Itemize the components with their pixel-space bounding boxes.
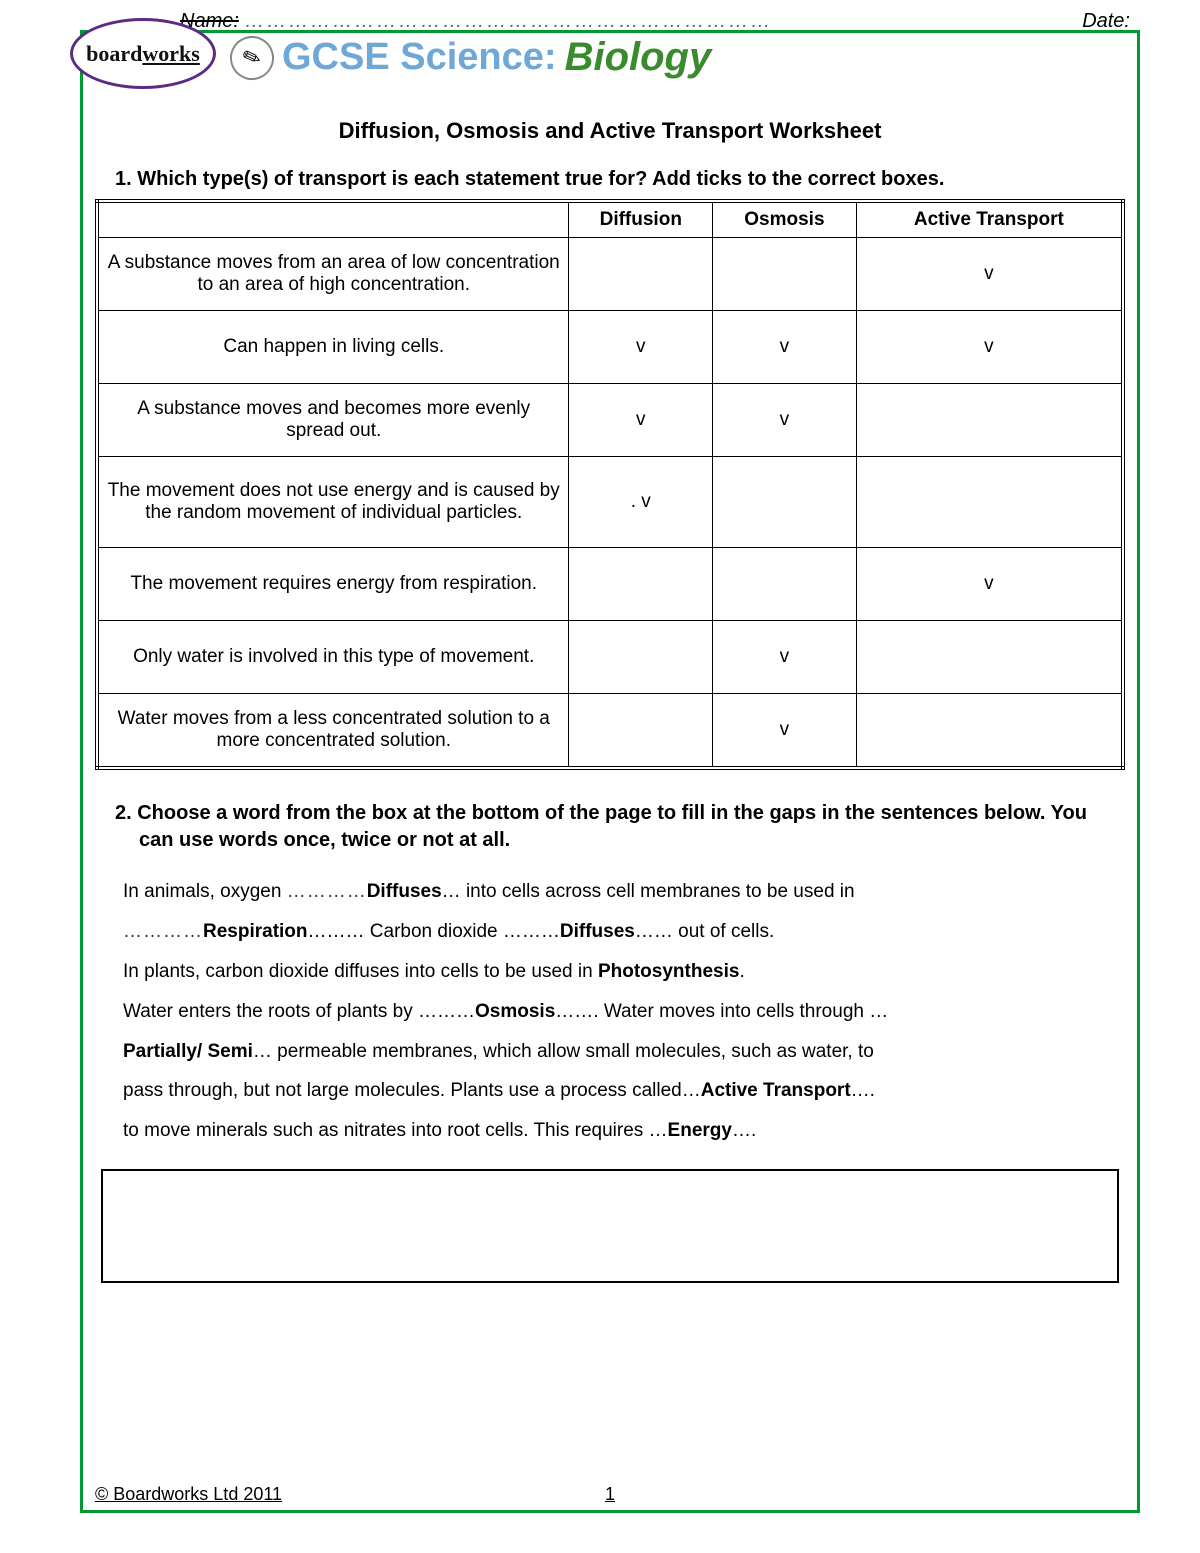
tick-cell[interactable]: v	[569, 384, 713, 457]
tick-cell[interactable]	[713, 238, 857, 311]
logo-text-b: works	[142, 41, 199, 66]
q2-section: 2. Choose a word from the box at the bot…	[95, 800, 1125, 1283]
word-bank-box	[101, 1169, 1119, 1283]
tick-cell[interactable]	[856, 384, 1123, 457]
answer-word: Active Transport	[701, 1080, 851, 1101]
text: … permeable membranes, which allow small…	[253, 1041, 874, 1062]
col-active: Active Transport	[856, 201, 1123, 238]
stmt: The movement requires energy from respir…	[97, 548, 569, 621]
table-row: Can happen in living cells. v v v	[97, 311, 1123, 384]
tick-cell[interactable]: v	[856, 311, 1123, 384]
table-row: A substance moves from an area of low co…	[97, 238, 1123, 311]
title-banner: ✎ GCSE Science: Biology	[230, 35, 711, 80]
text: ……… Carbon dioxide ………	[308, 921, 560, 942]
text: In animals, oxygen	[123, 881, 287, 902]
date-label: Date:	[1082, 10, 1130, 33]
q1-table: Diffusion Osmosis Active Transport A sub…	[95, 199, 1125, 770]
tick-cell[interactable]: v	[713, 311, 857, 384]
page-number: 1	[605, 1484, 615, 1505]
text: ……. Water moves into cells through …	[555, 1001, 888, 1022]
boardworks-logo: boardworks	[70, 18, 210, 88]
tick-cell[interactable]: v	[856, 238, 1123, 311]
answer-word: Diffuses	[367, 881, 442, 902]
name-dots: ………………………………………………………………	[244, 10, 772, 32]
col-blank	[97, 201, 569, 238]
tick-cell[interactable]	[569, 694, 713, 769]
tick-cell[interactable]	[569, 548, 713, 621]
tick-cell[interactable]	[569, 238, 713, 311]
q2-prompt: 2. Choose a word from the box at the bot…	[115, 800, 1125, 854]
tick-cell[interactable]: v	[569, 311, 713, 384]
tick-cell[interactable]: v	[856, 548, 1123, 621]
name-field: Name: ………………………………………………………………	[180, 10, 772, 33]
tick-cell[interactable]: . v	[569, 457, 713, 548]
text: to move minerals such as nitrates into r…	[123, 1120, 668, 1141]
text: pass through, but not large molecules. P…	[123, 1080, 701, 1101]
table-row: The movement does not use energy and is …	[97, 457, 1123, 548]
stmt: A substance moves from an area of low co…	[97, 238, 569, 311]
text: Water enters the roots of plants by ………	[123, 1001, 475, 1022]
tick-cell[interactable]	[569, 621, 713, 694]
tick-cell[interactable]: v	[713, 384, 857, 457]
answer-word: Partially/ Semi	[123, 1041, 253, 1062]
answer-word: Photosynthesis	[598, 961, 739, 982]
table-header-row: Diffusion Osmosis Active Transport	[97, 201, 1123, 238]
col-diffusion: Diffusion	[569, 201, 713, 238]
q1-prompt: 1. Which type(s) of transport is each st…	[115, 166, 1125, 193]
tick-cell[interactable]: v	[713, 621, 857, 694]
content-area: Diffusion, Osmosis and Active Transport …	[95, 110, 1125, 1283]
biology-text: Biology	[565, 35, 712, 80]
tick-cell[interactable]	[713, 457, 857, 548]
tick-cell[interactable]	[856, 694, 1123, 769]
text: ….	[732, 1120, 756, 1141]
table-row: A substance moves and becomes more evenl…	[97, 384, 1123, 457]
text: In plants, carbon dioxide diffuses into …	[123, 961, 598, 982]
text: …… out of cells.	[635, 921, 774, 942]
answer-word: Respiration	[203, 921, 308, 942]
stmt: Can happen in living cells.	[97, 311, 569, 384]
table-row: Only water is involved in this type of m…	[97, 621, 1123, 694]
logo-ellipse: boardworks	[70, 18, 216, 89]
stmt: Water moves from a less concentrated sol…	[97, 694, 569, 769]
q2-body: In animals, oxygen …………Diffuses… into ce…	[123, 872, 1119, 1151]
stmt: A substance moves and becomes more evenl…	[97, 384, 569, 457]
stmt: Only water is involved in this type of m…	[97, 621, 569, 694]
stmt: The movement does not use energy and is …	[97, 457, 569, 548]
answer-word: Diffuses	[560, 921, 635, 942]
gap-dots: …………	[287, 881, 367, 902]
gcse-text: GCSE Science:	[282, 36, 557, 79]
tick-cell[interactable]: v	[713, 694, 857, 769]
pencil-icon: ✎	[224, 29, 280, 85]
text: … into cells across cell membranes to be…	[442, 881, 855, 902]
worksheet-page: Name: ……………………………………………………………… Date: boa…	[0, 0, 1200, 1553]
table-row: Water moves from a less concentrated sol…	[97, 694, 1123, 769]
footer: © Boardworks Ltd 2011 1	[95, 1484, 1125, 1505]
tick-cell[interactable]	[856, 457, 1123, 548]
tick-cell[interactable]	[856, 621, 1123, 694]
answer-word: Energy	[668, 1120, 732, 1141]
col-osmosis: Osmosis	[713, 201, 857, 238]
header-row: Name: ……………………………………………………………… Date:	[180, 10, 1130, 33]
table-row: The movement requires energy from respir…	[97, 548, 1123, 621]
worksheet-title: Diffusion, Osmosis and Active Transport …	[95, 118, 1125, 144]
text: ….	[851, 1080, 875, 1101]
answer-word: Osmosis	[475, 1001, 555, 1022]
text: .	[739, 961, 744, 982]
logo-text-a: board	[86, 41, 142, 66]
gap-dots: …………	[123, 921, 203, 942]
copyright: © Boardworks Ltd 2011	[95, 1484, 282, 1505]
tick-cell[interactable]	[713, 548, 857, 621]
